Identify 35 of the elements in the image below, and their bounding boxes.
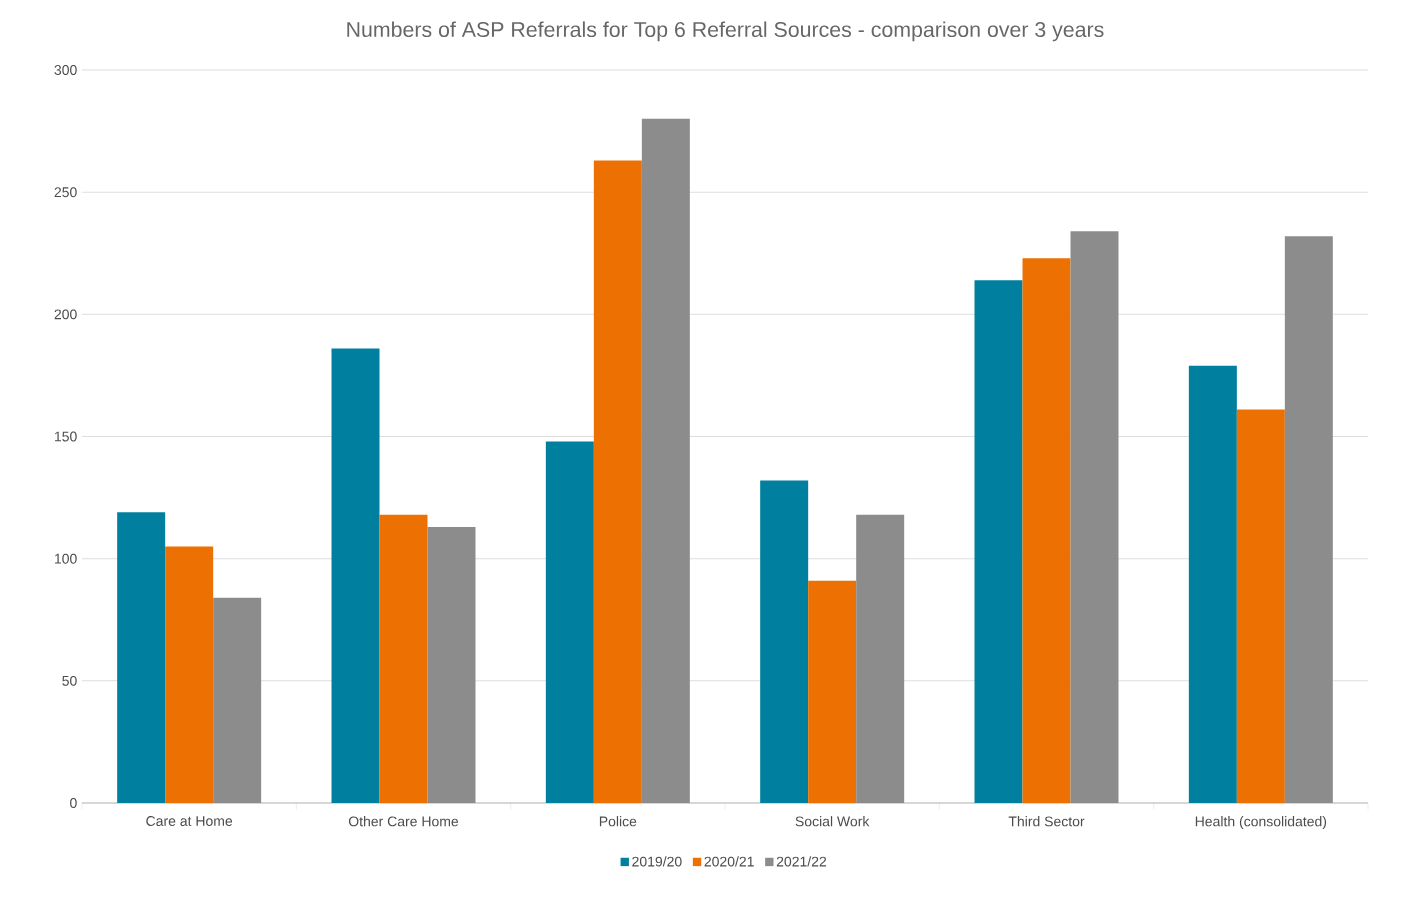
y-tick-label: 300 [54,65,77,75]
bar [1236,409,1285,803]
bar [641,118,690,803]
y-tick-label: 50 [62,675,77,686]
bar [1022,258,1071,803]
y-tick-label: 100 [55,553,77,564]
y-tick-label: 200 [54,309,77,320]
x-tick-label: Other Care Home [348,816,459,827]
bar [974,280,1023,803]
bar [1284,236,1333,803]
bar [331,348,380,803]
chart-title: Numbers of ASP Referrals for Top 6 Referral Sources - comparison over 3 years [347,21,1104,42]
bar [213,597,262,803]
y-tick-label: 0 [70,798,77,808]
legend-label: 2019/20 [632,856,682,867]
legend-label: 2020/21 [704,856,754,867]
bar [117,512,166,803]
bar [808,580,857,803]
y-tick-label: 250 [54,187,77,198]
x-tick-label: Social Work [795,816,870,827]
x-tick-label: Care at Home [146,816,233,826]
legend-label: 2021/22 [776,856,827,867]
bar [760,480,809,803]
bar [427,526,476,803]
bar [165,546,214,803]
bar [545,441,594,803]
bar [1188,365,1237,803]
bar [856,514,905,803]
bar [1070,231,1119,803]
x-tick-label: Police [599,816,637,827]
bar [379,514,428,803]
bar [593,160,642,803]
x-tick-label: Third Sector [1008,816,1085,827]
y-tick-label: 150 [55,431,77,442]
x-tick-label: Health (consolidated) [1195,816,1327,830]
